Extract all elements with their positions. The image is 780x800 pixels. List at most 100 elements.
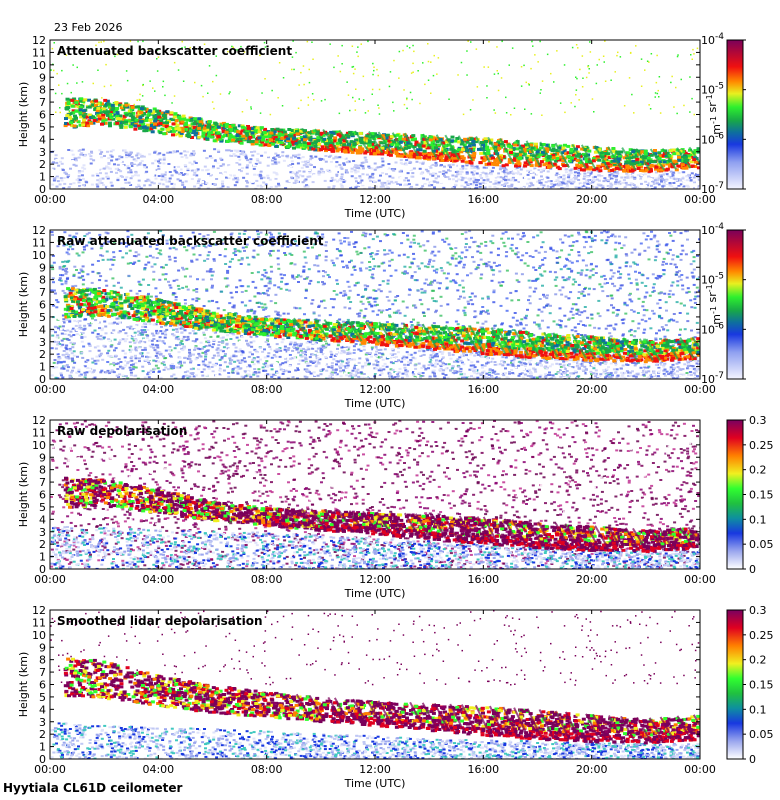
x-tick-label: 20:00 bbox=[576, 383, 608, 396]
y-tick-label: 5 bbox=[39, 121, 46, 134]
panel-1: Attenuated backscatter coefficient012345… bbox=[17, 32, 746, 220]
plot-date: 23 Feb 2026 bbox=[54, 21, 122, 34]
y-tick-label: 12 bbox=[32, 224, 46, 237]
x-tick-label: 12:00 bbox=[359, 763, 391, 776]
y-tick-label: 2 bbox=[39, 538, 46, 551]
panel-title: Raw depolarisation bbox=[57, 424, 187, 438]
x-tick-label: 08:00 bbox=[251, 193, 283, 206]
y-tick-label: 2 bbox=[39, 348, 46, 361]
y-tick-label: 4 bbox=[39, 513, 46, 526]
y-tick-label: 0 bbox=[39, 753, 46, 766]
x-tick-label: 00:00 bbox=[684, 193, 716, 206]
y-tick-label: 9 bbox=[39, 451, 46, 464]
y-tick-label: 2 bbox=[39, 158, 46, 171]
colorbar-tick-label: 0.05 bbox=[749, 728, 774, 741]
y-axis-label: Height (km) bbox=[17, 82, 30, 148]
y-tick-label: 9 bbox=[39, 71, 46, 84]
y-tick-label: 6 bbox=[39, 489, 46, 502]
x-tick-label: 16:00 bbox=[467, 193, 499, 206]
colorbar-unit: m-1 sr-1 bbox=[705, 94, 723, 134]
colorbar: 10-710-610-510-4m-1 sr-1 bbox=[701, 222, 746, 386]
y-tick-label: 9 bbox=[39, 641, 46, 654]
y-tick-label: 10 bbox=[32, 439, 46, 452]
y-tick-label: 10 bbox=[32, 249, 46, 262]
x-tick-label: 16:00 bbox=[467, 763, 499, 776]
x-tick-label: 20:00 bbox=[576, 193, 608, 206]
x-tick-label: 08:00 bbox=[251, 383, 283, 396]
y-tick-label: 7 bbox=[39, 476, 46, 489]
y-tick-label: 3 bbox=[39, 146, 46, 159]
x-tick-label: 00:00 bbox=[34, 573, 66, 586]
panel-4: Smoothed lidar depolarisation01234567891… bbox=[17, 604, 774, 790]
y-tick-label: 4 bbox=[39, 703, 46, 716]
colorbar-tick-label: 10-4 bbox=[701, 222, 724, 237]
y-axis-label: Height (km) bbox=[17, 272, 30, 338]
y-tick-label: 8 bbox=[39, 464, 46, 477]
x-axis-label: Time (UTC) bbox=[344, 587, 406, 600]
colorbar-tick-label: 0 bbox=[749, 753, 756, 766]
y-tick-label: 9 bbox=[39, 261, 46, 274]
y-tick-label: 12 bbox=[32, 414, 46, 427]
colorbar: 10-710-610-510-4m-1 sr-1 bbox=[701, 32, 746, 196]
y-tick-label: 1 bbox=[39, 171, 46, 184]
x-tick-label: 16:00 bbox=[467, 573, 499, 586]
x-tick-label: 00:00 bbox=[684, 763, 716, 776]
colorbar-tick-label: 0.25 bbox=[749, 629, 774, 642]
x-tick-label: 08:00 bbox=[251, 763, 283, 776]
x-tick-label: 20:00 bbox=[576, 763, 608, 776]
y-tick-label: 3 bbox=[39, 336, 46, 349]
y-tick-label: 11 bbox=[32, 616, 46, 629]
y-tick-label: 6 bbox=[39, 109, 46, 122]
panel-title: Raw attenuated backscatter coefficient bbox=[57, 234, 324, 248]
data-field bbox=[50, 40, 700, 189]
y-tick-label: 12 bbox=[32, 604, 46, 617]
x-axis-label: Time (UTC) bbox=[344, 397, 406, 410]
data-field bbox=[50, 230, 700, 379]
panel-2: Raw attenuated backscatter coefficient01… bbox=[17, 222, 746, 410]
x-tick-label: 00:00 bbox=[684, 383, 716, 396]
y-axis-label: Height (km) bbox=[17, 462, 30, 528]
colorbar-unit: m-1 sr-1 bbox=[705, 284, 723, 324]
y-tick-label: 8 bbox=[39, 654, 46, 667]
x-tick-label: 08:00 bbox=[251, 573, 283, 586]
y-tick-label: 3 bbox=[39, 716, 46, 729]
x-tick-label: 12:00 bbox=[359, 193, 391, 206]
colorbar: 0 0.05 0.1 0.15 0.2 0.25 0.3 bbox=[726, 604, 774, 766]
x-tick-label: 00:00 bbox=[684, 573, 716, 586]
data-field bbox=[50, 420, 700, 569]
x-tick-label: 00:00 bbox=[34, 383, 66, 396]
colorbar-tick-label: 10-7 bbox=[701, 181, 724, 196]
x-axis-label: Time (UTC) bbox=[344, 207, 406, 220]
x-tick-label: 16:00 bbox=[467, 383, 499, 396]
x-tick-label: 12:00 bbox=[359, 383, 391, 396]
x-tick-label: 20:00 bbox=[576, 573, 608, 586]
y-tick-label: 1 bbox=[39, 361, 46, 374]
y-tick-label: 8 bbox=[39, 274, 46, 287]
colorbar-tick-label: 0.2 bbox=[749, 654, 767, 667]
x-tick-label: 04:00 bbox=[142, 763, 174, 776]
y-tick-label: 0 bbox=[39, 183, 46, 196]
colorbar-tick-label: 0.1 bbox=[749, 513, 767, 526]
colorbar-tick-label: 0.25 bbox=[749, 439, 774, 452]
y-axis-label: Height (km) bbox=[17, 652, 30, 718]
colorbar-tick-label: 0.2 bbox=[749, 464, 767, 477]
y-tick-label: 5 bbox=[39, 691, 46, 704]
y-tick-label: 2 bbox=[39, 728, 46, 741]
y-tick-label: 11 bbox=[32, 236, 46, 249]
colorbar-tick-label: 10-4 bbox=[701, 32, 724, 47]
y-tick-label: 10 bbox=[32, 629, 46, 642]
x-tick-label: 00:00 bbox=[34, 193, 66, 206]
y-tick-label: 10 bbox=[32, 59, 46, 72]
data-field bbox=[50, 610, 700, 759]
colorbar-tick-label: 0.15 bbox=[749, 489, 774, 502]
y-tick-label: 3 bbox=[39, 526, 46, 539]
panel-title: Smoothed lidar depolarisation bbox=[57, 614, 263, 628]
colorbar-tick-label: 0.05 bbox=[749, 538, 774, 551]
y-tick-label: 12 bbox=[32, 34, 46, 47]
y-tick-label: 1 bbox=[39, 741, 46, 754]
colorbar-tick-label: 0.3 bbox=[749, 414, 767, 427]
colorbar-tick-label: 10-7 bbox=[701, 371, 724, 386]
y-tick-label: 4 bbox=[39, 323, 46, 336]
